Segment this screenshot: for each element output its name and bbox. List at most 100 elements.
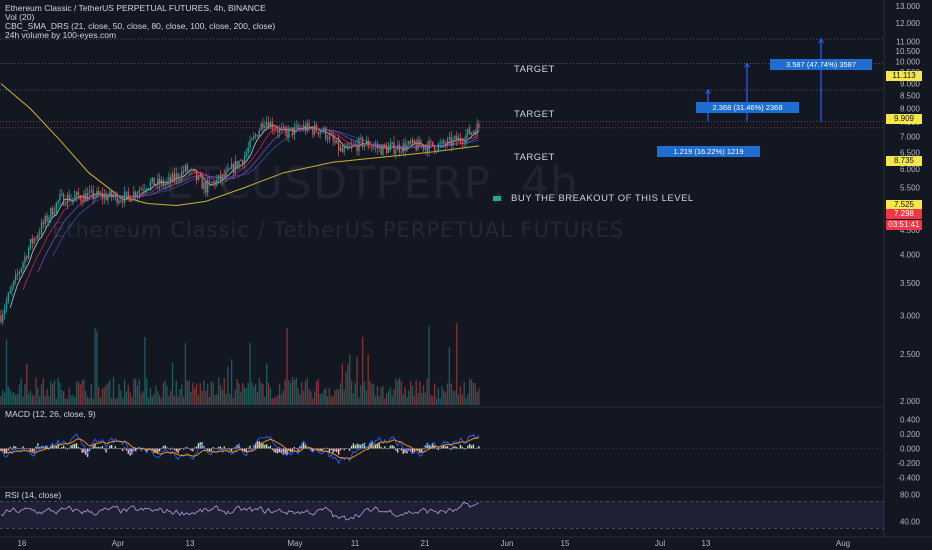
macd-histogram-bar: [96, 447, 98, 449]
volume-bar: [118, 384, 120, 405]
candle-body: [59, 194, 61, 201]
candle-body: [328, 134, 331, 140]
macd-histogram-bar: [53, 447, 56, 449]
candle-body: [27, 248, 30, 259]
candle-body: [164, 183, 166, 186]
macd-histogram-bar: [74, 443, 76, 449]
target-box-1[interactable]: 1.219 (16.22%) 1219: [657, 146, 760, 157]
macd-histogram-bar: [51, 444, 54, 449]
candle-body: [254, 134, 257, 137]
candle-body: [413, 139, 415, 144]
volume-bar: [424, 392, 427, 405]
macd-histogram-bar: [452, 446, 454, 449]
rsi-band: [0, 501, 884, 529]
time-axis: 16 Apr 13 May 11 21 Jun 15 Jul 13 Aug: [18, 539, 851, 548]
volume-bar: [262, 383, 264, 405]
macd-histogram-bar: [393, 446, 395, 449]
macd-histogram-bar: [230, 448, 233, 452]
volume-bar: [428, 326, 430, 405]
candle-body: [173, 173, 176, 181]
price-tick-label: 6.000: [900, 165, 921, 174]
target-box-2[interactable]: 2.368 (31.46%) 2368: [696, 102, 799, 113]
candle-body: [0, 315, 2, 322]
macd-histogram-bar: [107, 448, 109, 449]
volume-bar: [404, 387, 406, 405]
macd-histogram-bar: [162, 446, 164, 449]
macd-histogram-bar: [50, 445, 52, 449]
macd-histogram-bar: [192, 448, 194, 452]
volume-bar: [323, 389, 325, 405]
volume-bar: [384, 398, 386, 405]
candle-body: [195, 171, 198, 181]
volume-bar: [112, 377, 115, 405]
candle-body: [411, 139, 414, 144]
macd-histogram-bar: [321, 448, 323, 452]
target-box-3[interactable]: 3.587 (47.74%) 3587: [770, 59, 872, 70]
macd-histogram-bar: [155, 448, 157, 453]
volume-bar: [94, 328, 96, 405]
candle-body: [221, 174, 224, 181]
volume-bar: [138, 379, 140, 405]
macd-histogram-bar: [77, 447, 80, 449]
volume-bar: [105, 384, 107, 405]
macd-histogram-bar: [5, 448, 8, 454]
macd-histogram-bar: [186, 447, 188, 449]
volume-bar: [83, 379, 85, 405]
volume-bar: [98, 386, 100, 405]
volume-bar: [61, 390, 63, 405]
candle-body: [325, 127, 327, 139]
macd-histogram-bar: [70, 445, 72, 449]
price-tick-label: 2.500: [900, 350, 921, 359]
candle-body: [127, 191, 129, 196]
macd-histogram-bar: [197, 443, 200, 449]
candle-body: [314, 124, 316, 135]
volume-bar: [206, 383, 209, 405]
macd-histogram-bar: [295, 448, 297, 450]
macd-histogram-bar: [245, 448, 248, 453]
macd-histogram-bar: [450, 448, 452, 450]
volume-bar: [371, 383, 373, 405]
candle-body: [210, 181, 212, 184]
candle-body: [147, 187, 150, 189]
macd-histogram-bar: [304, 444, 307, 449]
candle-body: [218, 175, 220, 180]
macd-histogram-bar: [271, 448, 273, 450]
macd-histogram-bar: [282, 448, 284, 455]
macd-histogram-bar: [299, 446, 301, 449]
macd-histogram-bar: [39, 447, 41, 449]
volume-bar: [201, 390, 203, 405]
volume-bar: [295, 377, 297, 405]
volume-bar: [166, 385, 168, 405]
volume-bar: [415, 380, 417, 405]
volume-bar: [339, 383, 342, 405]
candle-body: [201, 176, 203, 189]
volume-bar: [111, 398, 113, 405]
candle-body: [142, 189, 144, 191]
macd-histogram-bar: [369, 443, 371, 449]
volume-bar: [85, 390, 87, 405]
candle-body: [338, 139, 340, 151]
candle-body: [105, 194, 107, 201]
candle-body: [125, 191, 128, 193]
macd-histogram-bar: [446, 445, 449, 449]
candle-body: [29, 238, 32, 249]
volume-bar: [271, 398, 273, 405]
candle-body: [306, 122, 308, 132]
volume-bar: [310, 391, 312, 405]
volume-bar: [358, 397, 360, 405]
candle-body: [230, 163, 233, 169]
macd-histogram-bar: [286, 448, 288, 455]
volume-bar: [341, 363, 343, 405]
macd-histogram-bar: [127, 448, 129, 454]
volume-bar: [129, 392, 131, 405]
macd-histogram-bar: [421, 448, 423, 452]
candle-body: [476, 123, 478, 136]
candle-body: [214, 181, 216, 186]
volume-bar: [343, 389, 345, 405]
candle-body: [380, 146, 382, 155]
macd-histogram-bar: [68, 447, 70, 449]
sma-200-line: [0, 83, 479, 207]
candle-body: [385, 146, 388, 154]
macd-histogram-bar: [111, 444, 113, 449]
